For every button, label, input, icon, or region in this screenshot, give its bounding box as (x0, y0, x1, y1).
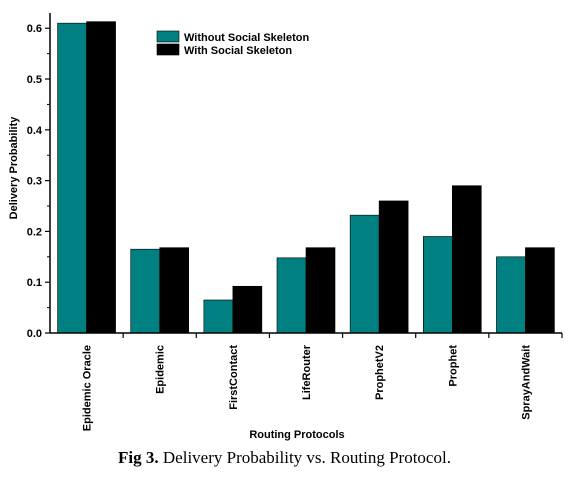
x-tick-label: Prophet (447, 345, 459, 387)
bar-with-social-skeleton (525, 247, 555, 334)
y-tick-label: 0.4 (27, 125, 43, 137)
bar-without-social-skeleton (130, 248, 161, 334)
x-tick-label: ProphetV2 (374, 345, 386, 400)
bar-with-social-skeleton (232, 285, 263, 334)
x-tick-label: Epidemic (155, 345, 167, 394)
y-tick-label: 0.5 (27, 74, 42, 86)
x-tick-label: LifeRouter (301, 344, 313, 400)
figure-caption: Fig 3. Delivery Probability vs. Routing … (0, 448, 569, 468)
bar-with-social-skeleton (86, 21, 116, 334)
x-tick-label: FirstContact (228, 345, 240, 410)
bar-without-social-skeleton (203, 299, 234, 334)
legend-swatch (156, 43, 180, 56)
y-tick-label: 0.0 (27, 328, 42, 340)
y-tick-label: 0.2 (27, 226, 42, 238)
bar-without-social-skeleton (422, 236, 453, 334)
y-axis-title: Delivery Probability (8, 116, 20, 220)
y-tick-label: 0.1 (27, 277, 42, 289)
bar-without-social-skeleton (349, 214, 380, 334)
legend-label: Without Social Skeleton (184, 32, 309, 44)
y-axis: 0.0 0.1 0.2 0.3 0.4 0.5 0.6 (27, 13, 51, 340)
legend-label: With Social Skeleton (184, 45, 292, 57)
caption-text: Delivery Probability vs. Routing Protoco… (158, 448, 451, 467)
bar-chart: 0.00.10.20.30.40.50.6 Epidemic Oracle Epi… (8, 13, 563, 441)
x-tick-label: Epidemic Oracle (82, 345, 94, 431)
bar-without-social-skeleton (57, 22, 87, 334)
x-tick-label: SprayAndWait (520, 345, 532, 420)
x-axis: Epidemic Oracle Epidemic FirstContact LifeR… (50, 332, 563, 431)
bars-group (57, 21, 555, 334)
bar-without-social-skeleton (276, 257, 307, 334)
caption-label: Fig 3. (118, 448, 159, 467)
bar-without-social-skeleton (496, 256, 526, 334)
y-tick-label: 0.3 (27, 176, 42, 188)
legend-swatch (156, 30, 180, 43)
y-tick-label: 0.6 (27, 23, 42, 35)
bar-with-social-skeleton (378, 200, 409, 334)
bar-with-social-skeleton (305, 247, 336, 334)
bar-with-social-skeleton (159, 247, 190, 334)
bar-with-social-skeleton (451, 185, 482, 334)
x-axis-title: Routing Protocols (249, 429, 344, 441)
